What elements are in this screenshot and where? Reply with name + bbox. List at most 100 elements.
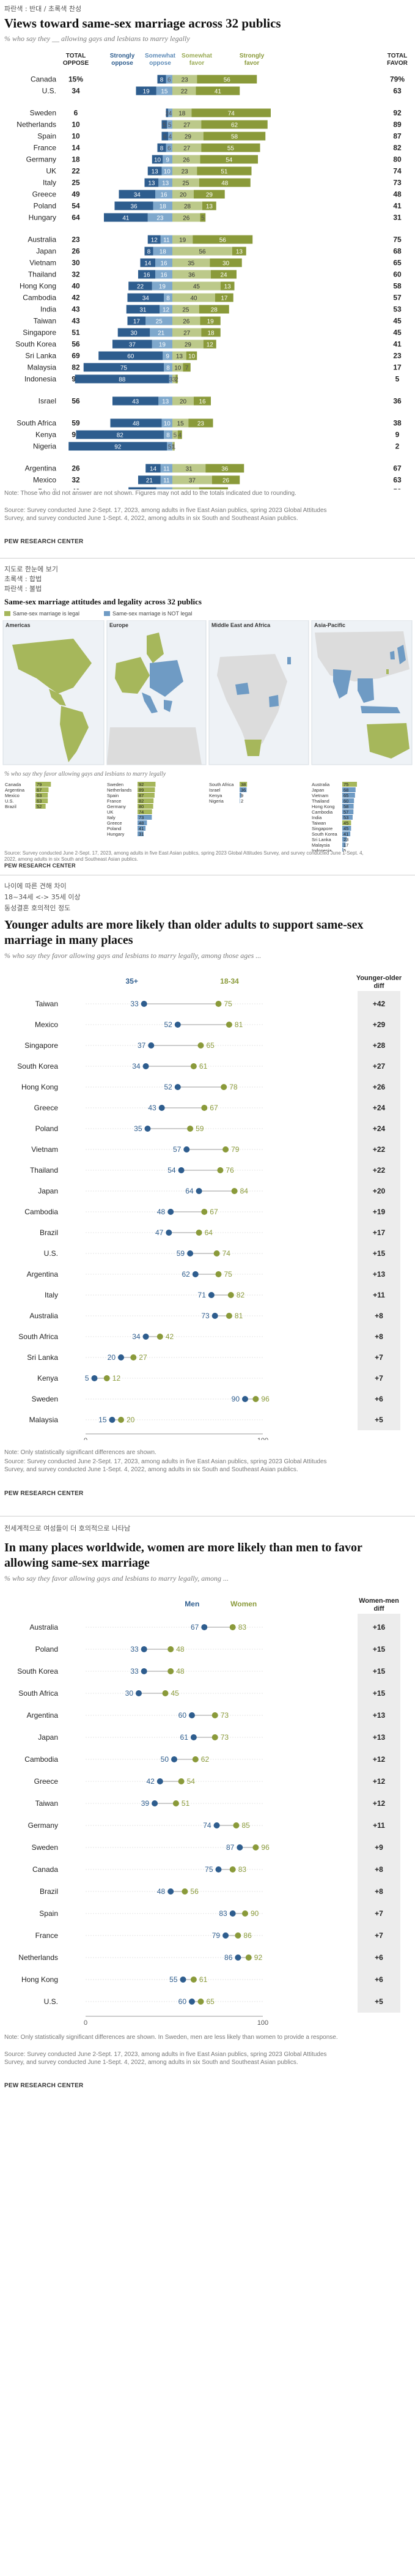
label-strongly-oppose-nigeria: 92 [114,444,122,451]
land-israel [287,657,291,664]
dot-b-hong-kong [221,1084,227,1090]
value-b-sweden: 96 [261,1395,270,1403]
country-label-south-korea: South Korea [15,340,56,349]
label-strongly-oppose-france: 8 [160,146,164,152]
total-favor-thailand: 60 [393,270,402,279]
label-somewhat-oppose-vietnam: 16 [160,261,167,267]
total-oppose-poland: 54 [72,202,80,210]
dot-a-u-s [187,1250,194,1256]
total-favor-cambodia: 57 [393,294,402,302]
label-strongly-favor-greece: 29 [206,192,213,199]
total-oppose-hong-kong: 40 [72,282,80,291]
series-label-a: 35+ [126,977,138,985]
bar-strongly-oppose-taiwan [127,316,146,325]
label-strongly-favor-hong-kong: 13 [224,284,232,291]
value-b-brazil: 64 [205,1228,213,1237]
label-somewhat-favor-greece: 20 [180,192,187,199]
dot-b-singapore [197,1042,204,1049]
land-scandinavia [147,633,164,663]
bar-strongly-favor-italy [199,178,251,187]
total-oppose-israel: 56 [72,397,80,406]
table-country-asia-pacific-cambodia: Cambodia [312,809,333,815]
table-value-americas-canada: 79 [37,782,42,787]
table-value-asia-pacific-south-korea: 41 [343,831,348,837]
label-somewhat-oppose-greece: 16 [160,192,167,199]
bar-somewhat-oppose-sweden [168,108,172,117]
value-b-hong-kong: 78 [229,1083,238,1091]
dot-b-south-korea [190,1063,197,1069]
label-somewhat-favor-japan: 56 [199,249,206,256]
bar-somewhat-favor-netherlands [172,120,202,129]
land-italy [142,692,158,713]
dot-b-spain [242,1910,248,1917]
header-somewhat-favor-line: favor [189,60,205,67]
dot-a-poland [144,1126,151,1132]
row-country-brazil: Brazil [40,1228,58,1237]
diff-value-greece: +12 [373,1777,386,1786]
country-label-germany: Germany [26,155,56,164]
dot-a-argentina [189,1712,195,1718]
row-country-taiwan: Taiwan [35,1799,58,1808]
bar-somewhat-oppose-kenya [164,430,172,439]
diff-header-line: Women-men [359,1598,399,1605]
dot-a-mexico [174,1022,181,1028]
bar-strongly-favor-canada [197,75,257,84]
dot-b-cambodia [192,1756,199,1762]
total-favor-kenya: 9 [395,431,400,439]
bar-somewhat-oppose-cambodia [164,293,172,302]
row-country-south-africa: South Africa [18,1332,58,1341]
korean-caption-age-3: 동성결혼 호의적인 정도 [4,904,71,912]
bar-strongly-favor-hungary [200,213,206,222]
legend-legal-label: Same-sex marriage is legal [13,611,80,617]
value-a-japan: 61 [180,1733,189,1742]
dot-a-italy [208,1292,215,1298]
country-label-kenya: Kenya [35,431,56,439]
dot-b-australia [226,1313,232,1319]
label-somewhat-oppose-netherlands: 5 [168,122,172,129]
table-value-asia-pacific-taiwan: 45 [343,820,348,826]
label-strongly-oppose-u-s: 19 [143,89,150,95]
dot-a-cambodia [167,1209,174,1215]
header-total-favor-line: FAVOR [387,60,408,67]
dot-b-cambodia [201,1209,208,1215]
total-oppose-australia: 23 [72,236,80,244]
bar-strongly-favor-sweden [191,108,271,117]
total-oppose-singapore: 51 [72,328,80,337]
bar-strongly-oppose-malaysia [83,363,164,372]
label-somewhat-oppose-hungary: 23 [156,215,164,222]
value-a-canada: 75 [205,1865,213,1874]
label-strongly-favor-indonesia: 2 [175,377,178,384]
value-b-vietnam: 79 [231,1145,240,1154]
total-oppose-taiwan: 43 [72,317,80,325]
country-label-cambodia: Cambodia [23,294,56,302]
table-value-middle-east-and-africa-israel: 36 [241,787,246,793]
header-strongly-oppose-line: Strongly [110,53,135,59]
table-bar-asia-pacific-india [342,815,353,820]
total-favor-south-korea: 41 [393,340,402,349]
label-strongly-oppose-argentina: 14 [150,466,157,473]
row-country-hong-kong: Hong Kong [21,1975,58,1984]
bar-strongly-oppose-france [157,143,166,152]
bar-somewhat-oppose-brazil [156,487,172,489]
table-country-asia-pacific-taiwan: Taiwan [312,820,326,826]
label-somewhat-oppose-argentina: 11 [163,466,170,473]
bar-somewhat-oppose-hong-kong [152,281,172,291]
bar-strongly-oppose-canada [157,75,166,84]
value-a-sri-lanka: 20 [108,1353,116,1362]
bar-somewhat-oppose-israel [158,396,172,406]
label-somewhat-favor-hong-kong: 45 [193,284,200,291]
value-a-malaysia: 15 [98,1416,107,1424]
bar-somewhat-oppose-greece [155,190,172,199]
diff-value-south-korea: +15 [373,1667,386,1676]
bar-somewhat-oppose-nigeria [167,442,172,451]
value-b-australia: 81 [235,1312,243,1320]
value-a-south-africa: 34 [132,1332,141,1341]
value-b-canada: 83 [238,1865,247,1874]
land-asia [315,631,409,681]
land-nigeria [235,683,249,695]
diff-value-thailand: +22 [373,1166,386,1175]
label-strongly-oppose-south-korea: 37 [129,342,136,349]
header-total-oppose: TOTAL OPPOSE [63,53,89,67]
total-favor-mexico: 63 [393,476,402,484]
table-bar-americas-argentina [35,787,49,792]
